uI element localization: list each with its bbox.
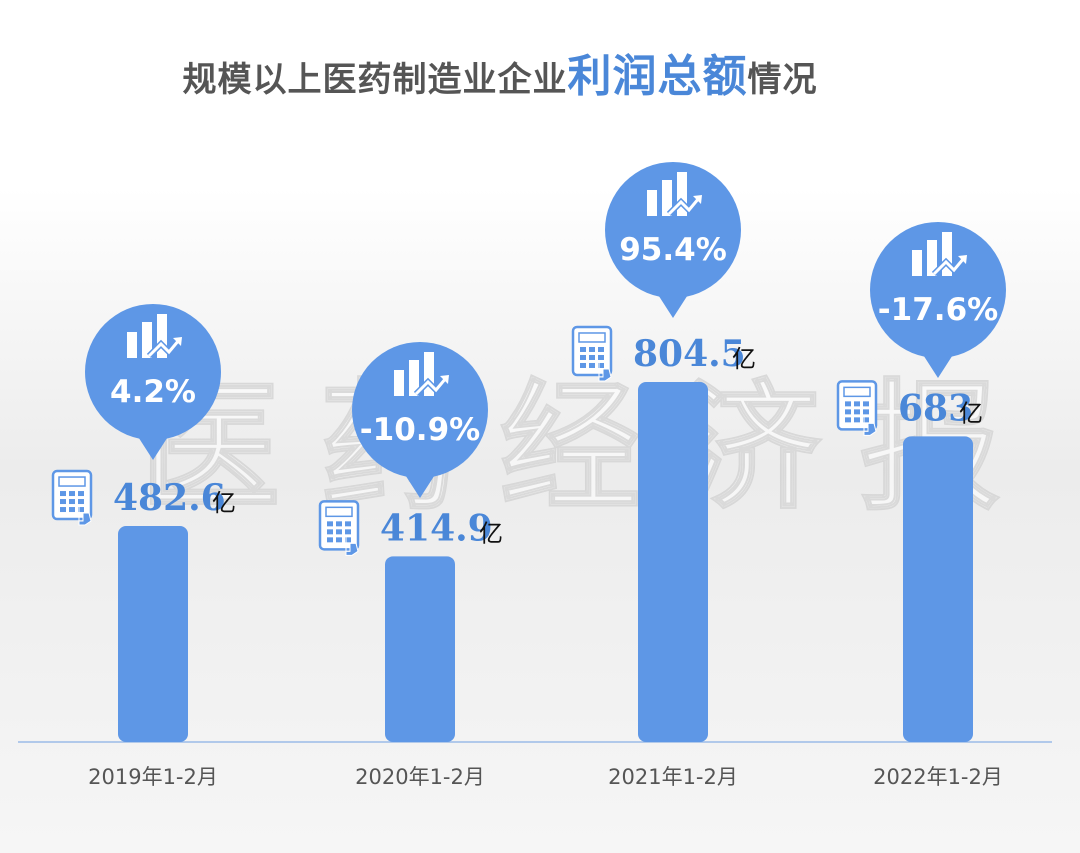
growth-label: 4.2% xyxy=(110,374,196,410)
value-label: 482.6亿 xyxy=(51,469,236,526)
value-number: 482.6 xyxy=(113,477,226,519)
chart-title: 规模以上医药制造业企业利润总额情况 xyxy=(0,40,1000,104)
growth-bubble: 95.4% xyxy=(605,162,741,318)
bar xyxy=(118,526,188,742)
x-tick-label: 2019年1-2月 xyxy=(88,765,218,789)
x-tick-label: 2020年1-2月 xyxy=(355,765,485,789)
calculator-icon xyxy=(318,500,360,556)
growth-label: -17.6% xyxy=(878,292,998,328)
value-number: 804.5 xyxy=(633,333,746,375)
value-label: 414.9亿 xyxy=(318,500,503,556)
value-label: 804.5亿 xyxy=(571,325,756,382)
value-unit: 亿 xyxy=(959,399,983,427)
calculator-icon xyxy=(836,380,878,436)
title-prefix: 规模以上医药制造业企业 xyxy=(182,60,568,100)
x-tick-label: 2021年1-2月 xyxy=(608,765,738,789)
bar-chart-up-icon xyxy=(394,352,449,397)
value-number: 414.9 xyxy=(380,507,493,549)
bar-chart-up-icon xyxy=(912,232,967,277)
bar-chart-up-icon xyxy=(647,172,702,217)
value-unit: 亿 xyxy=(479,519,503,547)
title-suffix: 情况 xyxy=(747,60,818,100)
calculator-icon xyxy=(51,469,93,526)
value-number: 683 xyxy=(898,387,973,429)
growth-label: 95.4% xyxy=(619,232,727,268)
growth-bubble: -17.6% xyxy=(870,222,1006,378)
title-highlight: 利润总额 xyxy=(567,51,748,102)
bar xyxy=(638,381,708,742)
bar xyxy=(903,436,973,742)
growth-label: -10.9% xyxy=(360,412,480,448)
bar xyxy=(385,556,455,742)
growth-bubble: -10.9% xyxy=(352,342,488,498)
calculator-icon xyxy=(571,325,613,382)
x-tick-label: 2022年1-2月 xyxy=(873,765,1003,789)
bar-chart-up-icon xyxy=(127,314,182,359)
value-unit: 亿 xyxy=(212,489,236,517)
growth-bubble: 4.2% xyxy=(85,304,221,460)
value-unit: 亿 xyxy=(732,345,756,373)
